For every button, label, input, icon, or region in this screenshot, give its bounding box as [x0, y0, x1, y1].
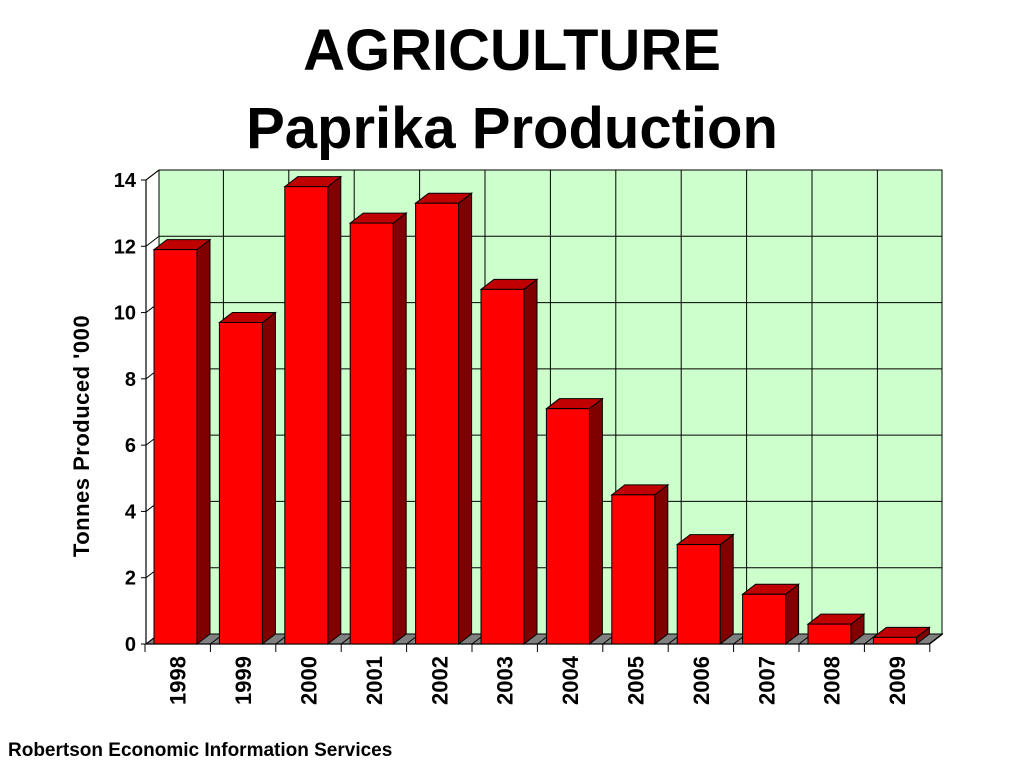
floor-separator: [929, 633, 944, 645]
bar: [611, 494, 656, 645]
bar-side: [196, 238, 211, 646]
y-tick-label: 8: [125, 369, 136, 391]
chart-subtitle: Paprika Production: [246, 96, 778, 161]
bar-side: [327, 175, 342, 646]
bar-side: [654, 483, 669, 646]
bar-side: [523, 278, 538, 646]
y-axis-label: Tonnes Produced '000: [69, 314, 94, 558]
bar: [742, 593, 787, 645]
bar: [153, 249, 198, 645]
x-tick-label: 2006: [689, 656, 714, 705]
bar: [284, 186, 329, 645]
bar-side: [719, 533, 734, 646]
x-tick-label: 2008: [820, 656, 845, 705]
y-tick-label: 10: [114, 303, 136, 325]
bar: [349, 222, 394, 645]
bar: [415, 202, 460, 645]
y-tick-label: 12: [114, 236, 136, 258]
y-tick-label: 4: [125, 501, 137, 523]
x-tick-label: 2001: [362, 656, 387, 705]
bar-side: [261, 311, 276, 646]
bar: [545, 408, 590, 645]
y-tick-label: 0: [125, 634, 136, 656]
y-tick-edge: [145, 169, 160, 181]
x-tick-label: 2005: [624, 656, 649, 705]
bar: [218, 322, 263, 645]
bar: [676, 544, 721, 645]
x-tick-label: 2000: [297, 656, 322, 705]
x-tick-label: 2002: [427, 656, 452, 705]
y-tick-label: 6: [125, 435, 136, 457]
x-tick-label: 2003: [493, 656, 518, 705]
bar: [872, 636, 917, 645]
y-tick-label: 2: [125, 568, 136, 590]
x-tick-label: 1999: [231, 656, 256, 705]
bar: [807, 623, 852, 645]
bar-side: [458, 192, 473, 646]
y-tick-label: 14: [114, 170, 137, 192]
chart-title: AGRICULTURE: [303, 18, 721, 83]
x-tick-label: 2009: [885, 656, 910, 705]
bar-side: [392, 212, 407, 646]
footer-source: Robertson Economic Information Services: [8, 740, 393, 761]
bar: [480, 288, 525, 645]
x-tick-label: 2004: [558, 655, 583, 705]
x-tick-label: 2007: [754, 656, 779, 705]
x-tick-label: 1998: [166, 656, 191, 705]
y-tick-edge: [145, 235, 160, 247]
bar-side: [588, 397, 603, 646]
